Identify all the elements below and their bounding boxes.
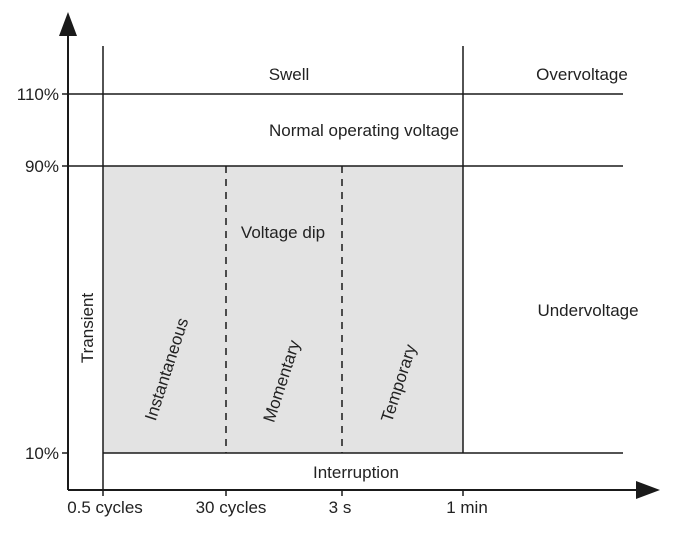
y-tick-label-90: 90% — [25, 157, 59, 176]
transient-label: Transient — [78, 293, 97, 364]
swell-label: Swell — [269, 65, 310, 84]
overvoltage-label: Overvoltage — [536, 65, 628, 84]
undervoltage-label: Undervoltage — [537, 301, 638, 320]
x-tick-label-30-cycles: 30 cycles — [196, 498, 267, 517]
y-tick-label-10: 10% — [25, 444, 59, 463]
x-tick-label-1-min: 1 min — [446, 498, 488, 517]
voltage-dip-label: Voltage dip — [241, 223, 325, 242]
x-tick-label-3-s: 3 s — [329, 498, 352, 517]
voltage-dip-shaded-area — [103, 166, 463, 453]
y-axis-arrowhead — [59, 12, 77, 36]
y-tick-label-110: 110% — [17, 85, 59, 104]
normal-operating-voltage-label: Normal operating voltage — [269, 121, 459, 140]
x-axis-arrowhead — [636, 481, 660, 499]
x-tick-label-0-5-cycles: 0.5 cycles — [67, 498, 143, 517]
interruption-label: Interruption — [313, 463, 399, 482]
